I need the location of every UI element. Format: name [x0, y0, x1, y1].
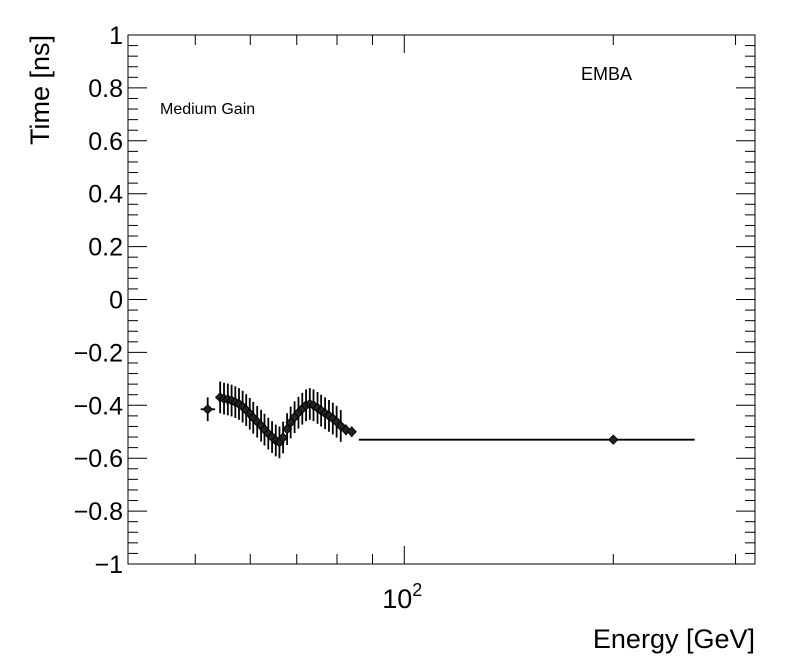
y-tick-label: −0.2: [74, 339, 123, 367]
y-axis-label: Time [ns]: [25, 35, 55, 145]
data-point: [358, 434, 695, 445]
data-series: [200, 381, 695, 459]
x-tick-label-exponent: 2: [412, 580, 422, 600]
y-tick-label: 0: [109, 287, 123, 315]
y-axis-ticks: [128, 34, 755, 565]
annotation-region: EMBA: [581, 64, 632, 84]
marker: [608, 434, 619, 445]
x-axis-label: Energy [GeV]: [593, 624, 755, 654]
y-tick-label: 0.6: [88, 128, 123, 156]
y-tick-label: 1: [109, 22, 123, 50]
y-tick-label: 0.8: [88, 75, 123, 103]
marker: [346, 426, 357, 437]
data-point: [346, 426, 357, 438]
y-tick-label: −0.8: [74, 498, 123, 526]
y-tick-label: −0.4: [74, 392, 123, 420]
y-tick-label: −1: [94, 551, 123, 579]
y-tick-label: 0.2: [88, 234, 123, 262]
annotation-gain: Medium Gain: [160, 101, 255, 118]
y-tick-label: 0.4: [88, 181, 123, 209]
y-axis-tick-labels: 1 0.8 0.6 0.4 0.2 0 −0.2 −0.4 −0.6 −0.8 −1: [74, 22, 123, 579]
x-tick-label: 102: [382, 580, 422, 614]
x-axis-ticks: [194, 35, 737, 564]
marker: [202, 404, 213, 415]
x-tick-label-base: 10: [382, 584, 412, 614]
marker: [277, 432, 289, 443]
data-point: [200, 397, 216, 422]
data-point: [277, 421, 289, 454]
y-tick-label: −0.6: [74, 445, 123, 473]
data-point: [312, 392, 323, 424]
